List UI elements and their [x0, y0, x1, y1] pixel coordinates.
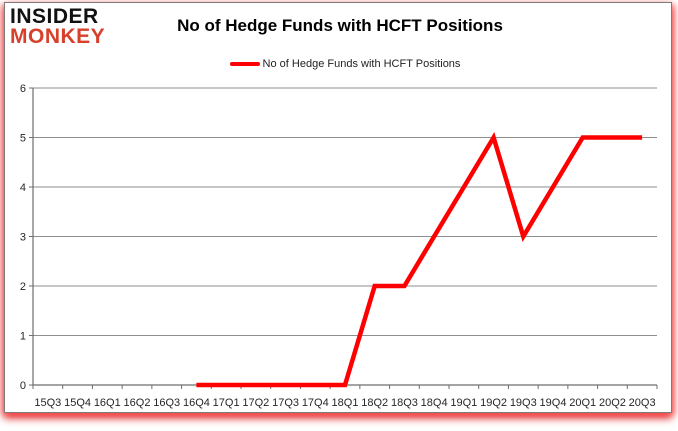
x-tick-label: 17Q1 [213, 397, 240, 409]
logo-monkey: MONKEY [10, 25, 106, 48]
x-tick-label: 15Q3 [34, 397, 61, 409]
series-line [196, 131, 643, 388]
x-tick-label: 20Q1 [569, 397, 596, 409]
y-tick-label: 6 [20, 83, 26, 95]
x-tick-label: 18Q4 [421, 397, 448, 409]
x-tick-label: 19Q1 [450, 397, 477, 409]
x-tick-label: 15Q4 [64, 397, 91, 409]
y-tick-label: 5 [20, 133, 26, 145]
y-tick-label: 0 [20, 380, 26, 392]
x-tick-label: 16Q3 [153, 397, 180, 409]
x-tick-label: 20Q3 [629, 397, 656, 409]
x-tick-label: 18Q1 [332, 397, 359, 409]
x-tick-label: 16Q4 [183, 397, 210, 409]
x-tick-label: 18Q3 [391, 397, 418, 409]
x-tick-label: 16Q1 [94, 397, 121, 409]
x-tick-label: 19Q3 [510, 397, 537, 409]
x-tick-label: 19Q4 [540, 397, 567, 409]
y-tick-label: 2 [20, 281, 26, 293]
logo-insider: INSIDER [10, 5, 99, 28]
legend-line-swatch [229, 62, 260, 66]
x-tick-label: 17Q4 [302, 397, 329, 409]
x-tick-label: 17Q2 [242, 397, 269, 409]
legend-label: No of Hedge Funds with HCFT Positions [262, 58, 461, 70]
legend: No of Hedge Funds with HCFT Positions [33, 58, 657, 70]
y-tick-label: 1 [20, 331, 26, 343]
x-tick-label: 20Q2 [599, 397, 626, 409]
x-tick-label: 17Q3 [272, 397, 299, 409]
x-tick-label: 18Q2 [361, 397, 388, 409]
y-tick-label: 4 [20, 182, 26, 194]
y-tick-label: 3 [20, 232, 26, 244]
x-tick-label: 16Q2 [124, 397, 151, 409]
x-tick-label: 19Q2 [480, 397, 507, 409]
chart-title: No of Hedge Funds with HCFT Positions [177, 16, 503, 35]
logo: INSIDER MONKEY [10, 5, 106, 48]
chart-frame [4, 2, 672, 413]
